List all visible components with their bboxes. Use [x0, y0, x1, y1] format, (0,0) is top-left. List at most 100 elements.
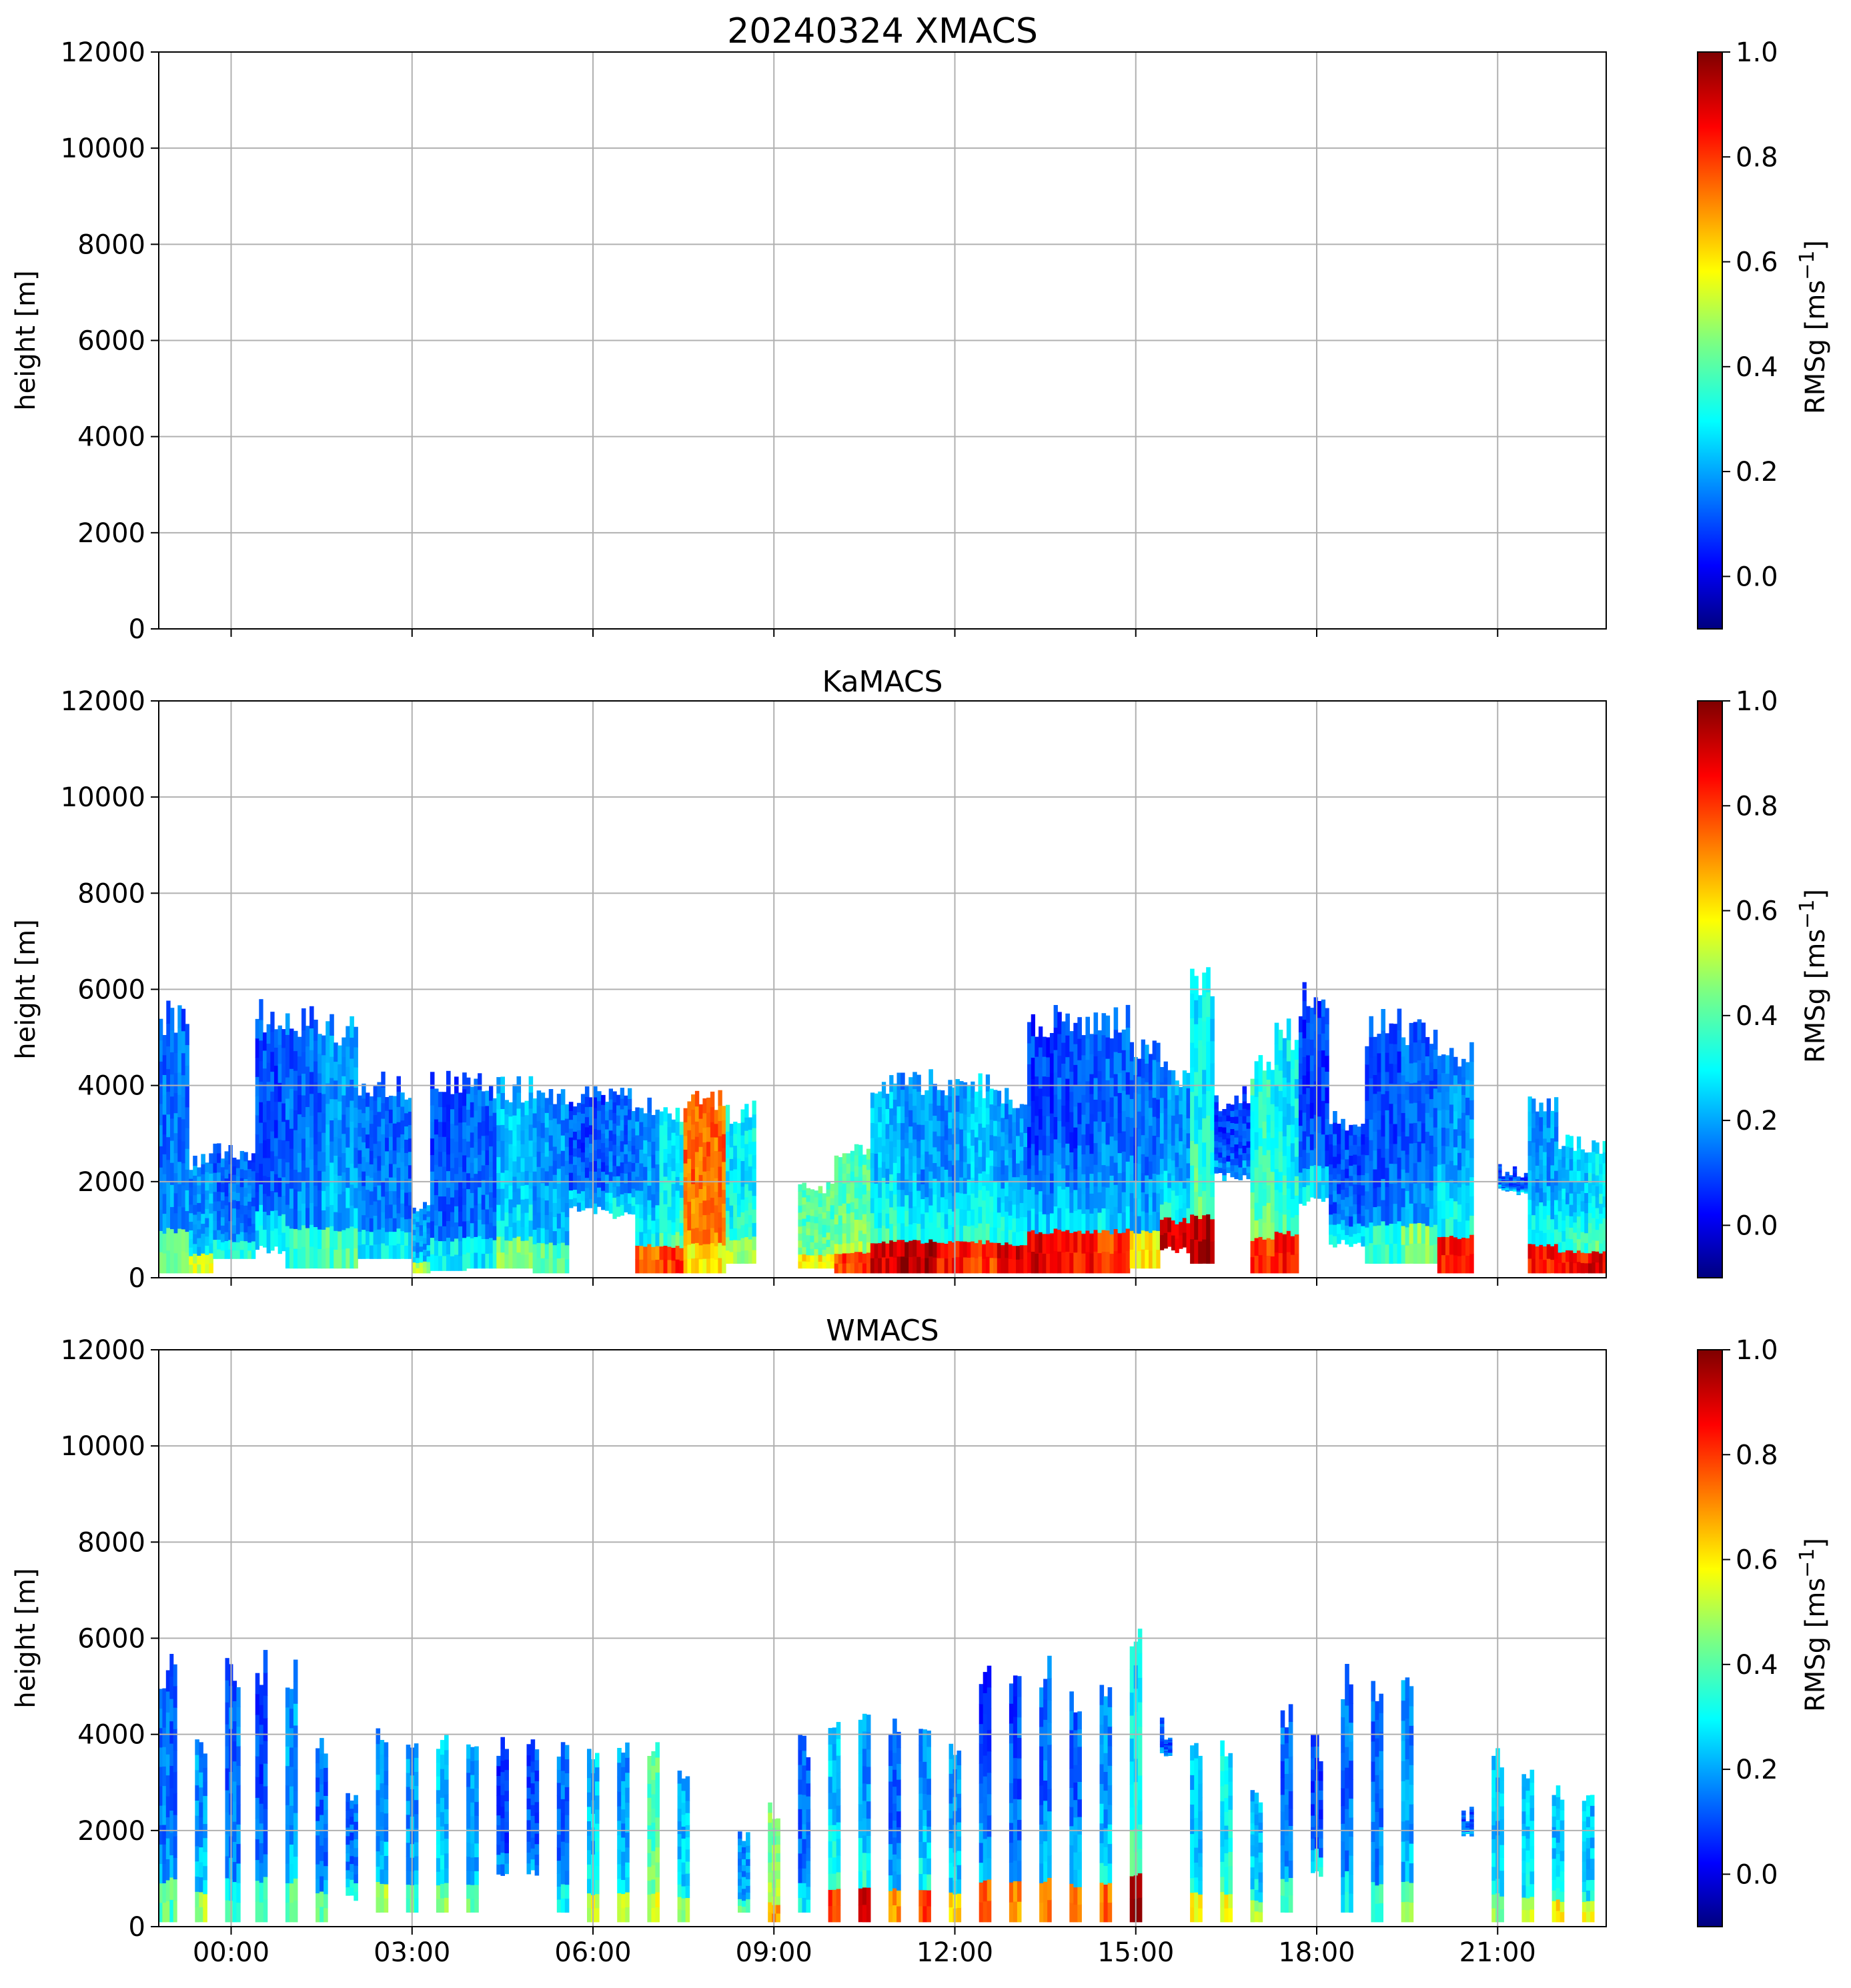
data-cell: [1321, 1134, 1326, 1152]
data-cell: [270, 1091, 275, 1112]
data-cell: [1417, 1161, 1422, 1182]
data-cell: [450, 1182, 455, 1198]
data-cell: [350, 1800, 354, 1809]
data-cell: [798, 1212, 802, 1220]
data-cell: [285, 1162, 290, 1184]
data-cell: [687, 1101, 692, 1116]
data-cell: [330, 1204, 334, 1226]
data-cell: [1129, 1192, 1134, 1212]
data-cell: [255, 1153, 259, 1173]
data-cell: [974, 1106, 979, 1122]
data-cell: [362, 1229, 366, 1244]
data-cell: [1019, 1258, 1024, 1274]
data-cell: [346, 1187, 350, 1208]
data-cell: [679, 1147, 684, 1160]
data-cell: [834, 1263, 839, 1274]
data-cell: [1554, 1170, 1559, 1186]
data-cell: [608, 1182, 613, 1193]
data-cell: [1429, 1244, 1434, 1264]
data-cell: [195, 1785, 199, 1801]
data-cell: [1159, 1188, 1165, 1205]
data-cell: [169, 1699, 174, 1722]
data-cell: [273, 1119, 279, 1138]
data-cell: [1190, 1189, 1195, 1215]
data-cell: [1141, 1249, 1145, 1269]
data-cell: [544, 1127, 550, 1142]
data-cell: [1182, 1158, 1187, 1174]
data-cell: [885, 1183, 890, 1199]
data-cell: [655, 1109, 660, 1124]
data-cell: [354, 1248, 358, 1269]
data-cell: [802, 1196, 806, 1205]
data-cell: [1429, 1044, 1434, 1063]
data-cell: [1345, 1178, 1349, 1188]
data-cell: [436, 1803, 441, 1818]
data-cell: [1381, 1157, 1385, 1179]
data-cell: [173, 1132, 178, 1154]
data-cell: [1159, 1112, 1165, 1128]
data-cell: [1569, 1261, 1574, 1274]
data-cell: [243, 1205, 248, 1215]
data-cell: [159, 1146, 163, 1168]
data-cell: [243, 1240, 248, 1250]
data-cell: [358, 1231, 362, 1246]
data-cell: [195, 1755, 199, 1771]
data-cell: [470, 1871, 475, 1885]
data-cell: [1592, 1151, 1596, 1163]
data-cell: [659, 1178, 664, 1193]
data-cell: [500, 1204, 505, 1221]
data-cell: [647, 1141, 652, 1157]
data-cell: [1117, 1052, 1123, 1073]
data-cell: [1393, 1064, 1398, 1084]
data-cell: [1445, 1218, 1450, 1237]
data-cell: [1242, 1093, 1247, 1102]
data-cell: [1156, 1080, 1161, 1100]
data-cell: [1445, 1091, 1450, 1110]
data-cell: [1373, 1244, 1377, 1264]
data-cell: [978, 1239, 983, 1257]
data-cell: [293, 1208, 298, 1229]
data-cell: [496, 1864, 501, 1875]
data-cell: [1562, 1252, 1566, 1263]
data-cell: [1069, 1132, 1074, 1152]
data-cell: [381, 1180, 386, 1197]
data-cell: [1242, 1108, 1247, 1116]
data-cell: [1101, 1078, 1107, 1100]
data-cell: [744, 1250, 749, 1264]
data-cell: [1361, 1124, 1365, 1134]
data-cell: [1266, 1079, 1271, 1098]
data-cell: [232, 1182, 237, 1192]
data-cell: [639, 1190, 644, 1205]
data-cell: [209, 1243, 213, 1254]
data-cell: [1576, 1204, 1582, 1217]
data-cell: [305, 1248, 310, 1269]
data-cell: [396, 1122, 401, 1138]
data-cell: [659, 1192, 664, 1206]
data-cell: [870, 1092, 875, 1108]
data-cell: [736, 1216, 742, 1229]
data-cell: [714, 1204, 719, 1219]
data-cell: [1005, 1196, 1009, 1212]
data-cell: [830, 1240, 835, 1248]
data-cell: [1573, 1202, 1578, 1212]
data-cell: [528, 1076, 534, 1093]
data-cell: [251, 1188, 256, 1198]
data-cell: [377, 1082, 382, 1098]
data-cell: [504, 1142, 509, 1156]
data-cell: [1186, 1192, 1191, 1208]
data-cell: [508, 1226, 513, 1241]
data-cell: [1505, 1174, 1509, 1177]
data-cell: [971, 1241, 975, 1258]
data-cell: [818, 1247, 823, 1255]
data-cell: [1405, 1118, 1410, 1137]
data-cell: [273, 1156, 279, 1174]
data-cell: [1234, 1095, 1239, 1103]
data-cell: [1254, 1078, 1259, 1097]
data-cell: [1306, 1136, 1311, 1153]
data-cell: [169, 1899, 174, 1923]
data-cell: [1012, 1245, 1017, 1260]
data-cell: [722, 1258, 726, 1274]
data-cell: [1417, 1019, 1422, 1040]
data-cell: [1001, 1216, 1005, 1231]
data-cell: [334, 1155, 338, 1175]
